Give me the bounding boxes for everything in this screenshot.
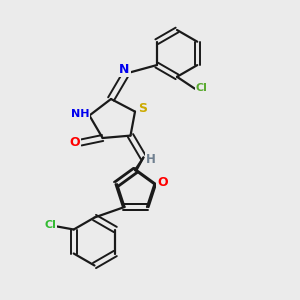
- Text: O: O: [157, 176, 168, 189]
- Text: Cl: Cl: [196, 83, 208, 93]
- Text: NH: NH: [70, 109, 89, 119]
- Text: S: S: [138, 102, 147, 115]
- Text: O: O: [69, 136, 80, 149]
- Text: Cl: Cl: [45, 220, 57, 230]
- Text: H: H: [146, 153, 156, 167]
- Text: N: N: [119, 63, 130, 76]
